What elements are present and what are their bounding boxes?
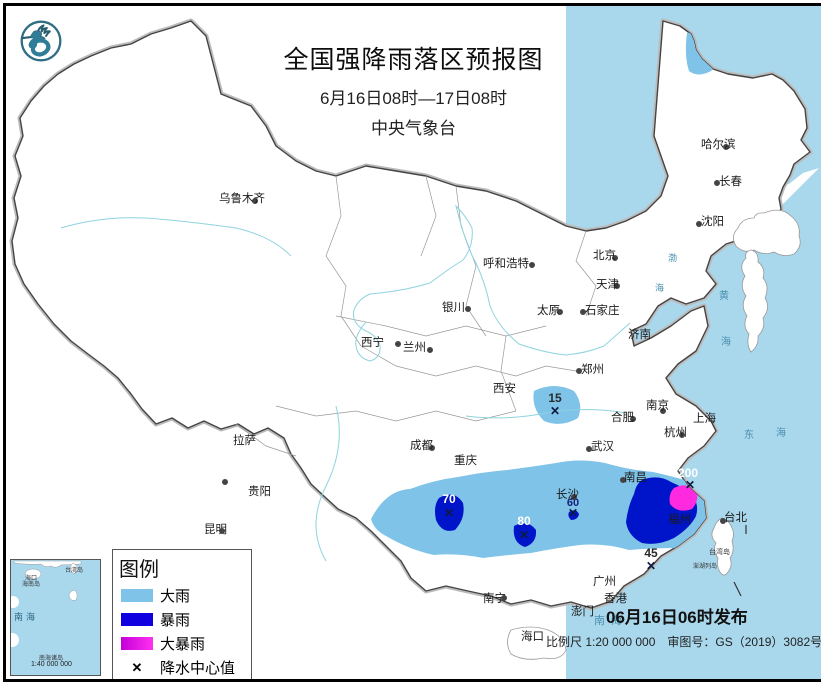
svg-text:台湾岛: 台湾岛 — [709, 547, 730, 556]
svg-text:渤: 渤 — [668, 252, 677, 263]
svg-text:✕: ✕ — [568, 506, 578, 520]
svg-text:✕: ✕ — [550, 404, 560, 418]
svg-text:海: 海 — [721, 335, 731, 348]
svg-text:澎湖列岛: 澎湖列岛 — [693, 562, 717, 570]
svg-text:45: 45 — [644, 546, 658, 560]
svg-text:15: 15 — [548, 391, 562, 405]
svg-text:海: 海 — [776, 426, 786, 439]
svg-text:70: 70 — [442, 492, 456, 506]
svg-text:黄: 黄 — [719, 289, 729, 302]
svg-text:海: 海 — [655, 282, 664, 293]
svg-text:✕: ✕ — [646, 559, 656, 573]
svg-text:东: 东 — [744, 428, 754, 441]
svg-text:80: 80 — [517, 514, 531, 528]
svg-text:✕: ✕ — [685, 478, 695, 492]
svg-text:✕: ✕ — [519, 528, 529, 542]
svg-text:✕: ✕ — [444, 506, 454, 520]
